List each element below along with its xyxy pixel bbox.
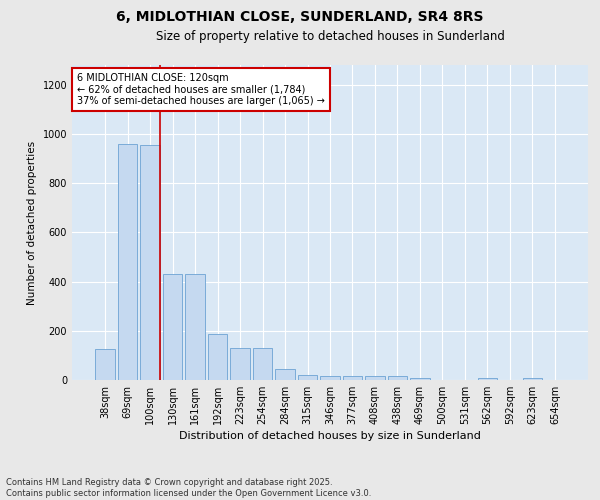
Bar xyxy=(410,378,430,380)
Bar xyxy=(478,378,497,380)
Title: Size of property relative to detached houses in Sunderland: Size of property relative to detached ho… xyxy=(155,30,505,43)
Bar xyxy=(275,369,295,380)
Text: 6 MIDLOTHIAN CLOSE: 120sqm
← 62% of detached houses are smaller (1,784)
37% of s: 6 MIDLOTHIAN CLOSE: 120sqm ← 62% of deta… xyxy=(77,73,325,106)
Text: Contains HM Land Registry data © Crown copyright and database right 2025.
Contai: Contains HM Land Registry data © Crown c… xyxy=(6,478,371,498)
Bar xyxy=(253,348,272,380)
Bar xyxy=(388,376,407,380)
Bar xyxy=(298,375,317,380)
Bar xyxy=(230,348,250,380)
Bar xyxy=(163,274,182,380)
Bar xyxy=(140,145,160,380)
Bar xyxy=(185,274,205,380)
Bar xyxy=(343,376,362,380)
Bar xyxy=(365,376,385,380)
Bar xyxy=(523,378,542,380)
Text: 6, MIDLOTHIAN CLOSE, SUNDERLAND, SR4 8RS: 6, MIDLOTHIAN CLOSE, SUNDERLAND, SR4 8RS xyxy=(116,10,484,24)
Bar xyxy=(208,334,227,380)
X-axis label: Distribution of detached houses by size in Sunderland: Distribution of detached houses by size … xyxy=(179,431,481,441)
Bar xyxy=(95,349,115,380)
Bar xyxy=(320,376,340,380)
Y-axis label: Number of detached properties: Number of detached properties xyxy=(27,140,37,304)
Bar xyxy=(118,144,137,380)
